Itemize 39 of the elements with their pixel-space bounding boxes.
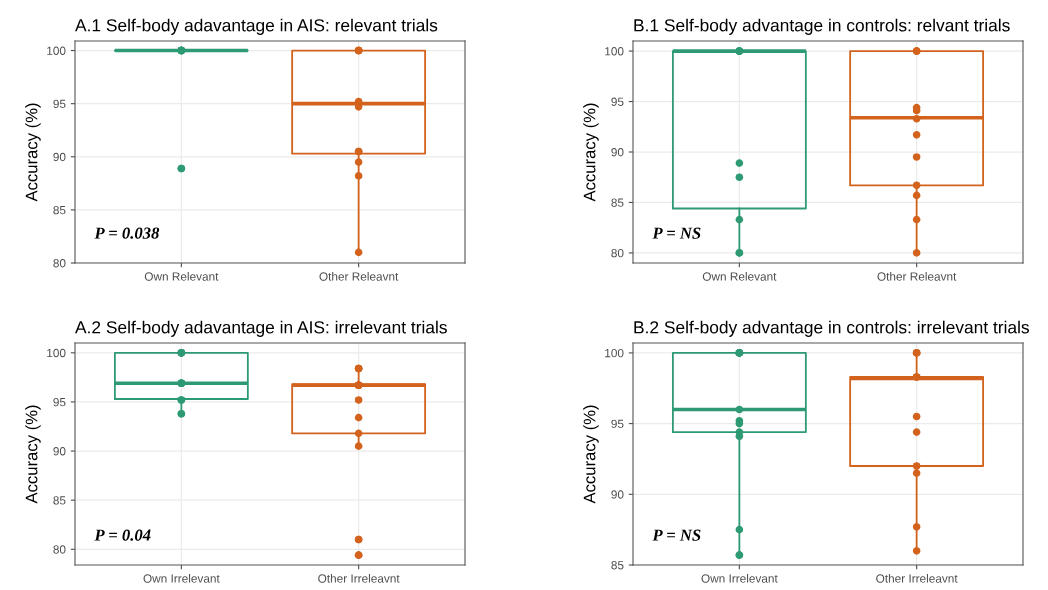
y-axis-title: Accuracy (%) [25,405,41,504]
y-tick-label: 95 [611,419,624,428]
y-tick-label: 95 [53,99,66,109]
annotation: P = NS [652,227,701,239]
x-tick-label: Own Irrelevant [143,574,220,583]
y-tick-label: 85 [53,496,66,505]
y-tick-label: 85 [53,205,66,215]
x-tick-label: Own Relevant [702,272,777,281]
x-tick-label: Other Irreleavnt [318,574,400,583]
y-axis-title: Accuracy (%) [583,103,599,202]
chart-title: A.1 Self-body adavantage in AIS: relevant trials [75,18,438,35]
y-tick-label: 80 [53,259,66,268]
x-tick-label: Own Irrelevant [701,574,778,583]
y-tick-label: 90 [53,152,66,162]
x-tick-label: Other Releavnt [319,272,399,281]
chart-title: A.2 Self-body adavantage in AIS: irrelevant trials [75,320,447,337]
chart-title: B.2 Self-body advantage in controls: irrelevant trials [634,320,1029,337]
y-tick-label: 85 [611,198,624,207]
x-tick-label: Own Relevant [144,272,219,281]
y-tick-label: 100 [47,46,66,55]
y-tick-label: 95 [611,97,624,106]
y-tick-label: 100 [47,348,66,358]
y-tick-label: 80 [611,248,624,258]
x-tick-label: Other Releavnt [877,272,957,281]
y-axis-title: Accuracy (%) [583,405,599,504]
y-tick-label: 95 [53,397,66,407]
y-tick-label: 100 [605,348,624,358]
x-tick-label: Other Irreleavnt [876,574,958,583]
y-tick-label: 80 [53,545,66,554]
y-tick-label: 100 [605,47,624,56]
y-tick-label: 85 [611,561,624,570]
y-tick-label: 90 [53,447,66,456]
y-axis-title: Accuracy (%) [25,103,41,202]
chart-title: B.1 Self-body advantage in controls: relvant trials [634,18,1010,35]
annotation: P = NS [652,529,701,541]
annotation: P = 0.038 [94,227,160,239]
annotation: P = 0.04 [94,529,151,541]
y-tick-label: 90 [611,490,624,499]
y-tick-label: 90 [611,148,624,157]
